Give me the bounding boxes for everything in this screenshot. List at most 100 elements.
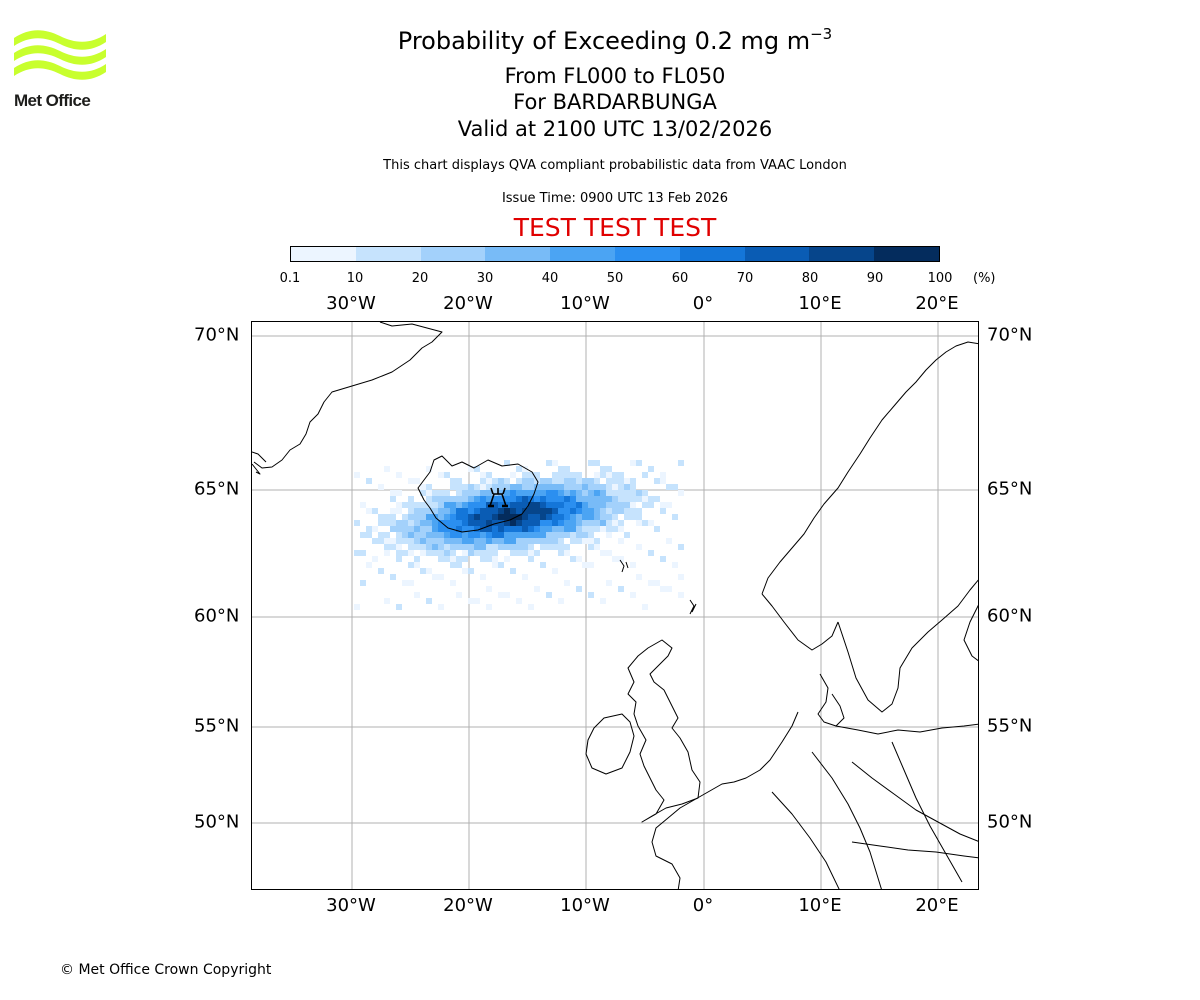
ash-cell — [420, 514, 426, 520]
ash-cell — [492, 526, 498, 532]
chart-title-text: Probability of Exceeding 0.2 mg m — [397, 27, 811, 55]
ash-cell — [516, 466, 522, 472]
lon-label-bottom-0: 0° — [692, 895, 714, 916]
ash-cell — [486, 520, 492, 526]
ash-cell — [414, 538, 420, 544]
coast-finland — [963, 604, 978, 662]
ash-cell — [594, 484, 600, 490]
ash-cell — [426, 502, 432, 508]
coast-iceland — [417, 455, 539, 533]
lat-label-left-70n: 70°N — [194, 324, 240, 346]
ash-cell — [534, 526, 540, 532]
ash-cell — [600, 520, 606, 526]
ash-cell — [402, 520, 408, 526]
ash-cell — [474, 550, 480, 556]
ash-cell — [450, 484, 456, 490]
ash-cell — [450, 508, 456, 514]
ash-cell — [546, 502, 552, 508]
ash-cell — [456, 478, 462, 484]
ash-cell — [618, 502, 624, 508]
ash-cell — [600, 490, 606, 496]
ash-cell — [480, 478, 486, 484]
ash-cell — [402, 502, 408, 508]
ash-cell — [570, 526, 576, 532]
ash-cell — [636, 514, 642, 520]
test-banner: TEST TEST TEST — [513, 213, 717, 242]
ash-cell — [474, 532, 480, 538]
ash-cell — [414, 502, 420, 508]
ash-cell — [558, 526, 564, 532]
ash-cell — [534, 520, 540, 526]
ash-cell — [390, 574, 396, 580]
ash-cell — [510, 484, 516, 490]
ash-cell — [618, 520, 624, 526]
ash-cell — [402, 538, 408, 544]
ash-cell — [612, 490, 618, 496]
ash-cell — [594, 526, 600, 532]
ash-cell — [444, 502, 450, 508]
ash-cell — [504, 520, 510, 526]
ash-cell — [462, 520, 468, 526]
ash-cell — [438, 604, 444, 610]
ash-cell — [612, 484, 618, 490]
lat-label-right-65n: 65°N — [987, 478, 1033, 500]
ash-cell — [558, 484, 564, 490]
coast-faroe — [619, 559, 629, 573]
ash-cell — [420, 520, 426, 526]
ash-cell — [510, 520, 516, 526]
ash-cell — [450, 556, 456, 562]
ash-cell — [642, 490, 648, 496]
ash-cell — [432, 508, 438, 514]
chart-description: This chart displays QVA compliant probab… — [383, 158, 847, 173]
ash-cell — [534, 484, 540, 490]
ash-cell — [624, 502, 630, 508]
ash-cell — [606, 490, 612, 496]
ash-cell — [438, 526, 444, 532]
ash-cell — [552, 514, 558, 520]
ash-cell — [606, 502, 612, 508]
lon-label-bottom-10e: 10°E — [798, 895, 842, 916]
ash-cell — [468, 490, 474, 496]
ash-cell — [492, 550, 498, 556]
ash-cell — [492, 490, 498, 496]
ash-cell — [654, 478, 660, 484]
ash-cell — [600, 496, 606, 502]
ash-cell — [366, 478, 372, 484]
ash-cell — [354, 472, 360, 478]
ash-cell — [420, 484, 426, 490]
ash-cell — [564, 580, 570, 586]
ash-cell — [546, 484, 552, 490]
ash-cell — [408, 496, 414, 502]
ash-cell — [474, 538, 480, 544]
ash-cell — [540, 490, 546, 496]
ash-cell — [444, 496, 450, 502]
ash-cell — [552, 532, 558, 538]
ash-cell — [588, 514, 594, 520]
ash-cell — [396, 526, 402, 532]
ash-cell — [384, 520, 390, 526]
ash-cell — [630, 490, 636, 496]
ash-cell — [576, 514, 582, 520]
lat-label-left-55n: 55°N — [194, 715, 240, 737]
ash-cell — [378, 520, 384, 526]
ash-cell — [522, 574, 528, 580]
ash-cell — [444, 526, 450, 532]
border-europe-5 — [851, 841, 978, 859]
ash-cell — [594, 472, 600, 478]
ash-cell — [660, 508, 666, 514]
lon-label-top-0: 0° — [692, 293, 714, 314]
coast-denmark — [817, 673, 845, 727]
ash-cell — [360, 550, 366, 556]
ash-cell — [486, 496, 492, 502]
ash-cell — [360, 532, 366, 538]
logo-text: Met Office — [14, 91, 91, 110]
ash-cell — [456, 490, 462, 496]
ash-cell — [528, 508, 534, 514]
ash-cell — [552, 490, 558, 496]
ash-cell — [456, 562, 462, 568]
ash-cell — [588, 496, 594, 502]
ash-cell — [438, 508, 444, 514]
ash-cell — [432, 502, 438, 508]
ash-cell — [606, 580, 612, 586]
ash-cell — [438, 544, 444, 550]
